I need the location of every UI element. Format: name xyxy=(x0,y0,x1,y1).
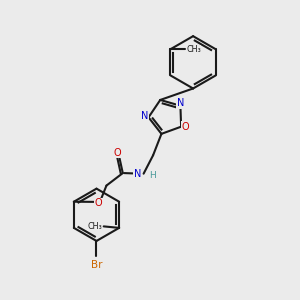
Text: CH₃: CH₃ xyxy=(88,222,102,231)
Text: N: N xyxy=(177,98,184,108)
Text: O: O xyxy=(114,148,122,158)
Text: N: N xyxy=(134,169,141,179)
Text: H: H xyxy=(149,171,155,180)
Text: Br: Br xyxy=(91,260,102,270)
Text: O: O xyxy=(182,122,189,132)
Text: CH₃: CH₃ xyxy=(186,45,201,54)
Text: O: O xyxy=(94,198,102,208)
Text: N: N xyxy=(141,111,148,121)
